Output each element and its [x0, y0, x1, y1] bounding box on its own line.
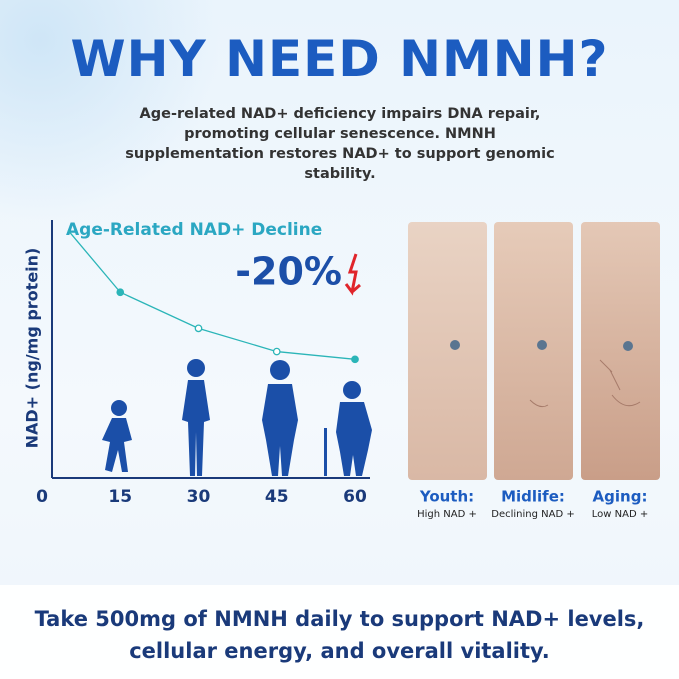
panel-sublabel: Declining NAD +	[491, 509, 574, 520]
panel-label: Aging:	[593, 488, 648, 506]
annotation: -20%	[235, 250, 342, 294]
chart: Age-Related NAD+ Decline -20% NAD+ (ng/m…	[23, 220, 660, 520]
title: WHY NEED NMNH?	[70, 30, 609, 88]
x-tick-label: 30	[187, 487, 211, 507]
panel-sublabel: High NAD +	[417, 509, 477, 520]
x-tick-label: 15	[108, 487, 132, 507]
silhouettes	[102, 359, 372, 476]
panel-label: Midlife:	[501, 488, 565, 506]
x-tick-label: 60	[343, 487, 367, 507]
face-panels	[408, 222, 660, 480]
chart-title: Age-Related NAD+ Decline	[66, 220, 322, 240]
data-point	[351, 355, 359, 364]
panel-label: Youth:	[419, 488, 474, 506]
data-point	[194, 324, 203, 333]
data-point	[272, 347, 281, 356]
x-tick-label: 45	[265, 487, 289, 507]
footer: Take 500mg of NMNH daily to support NAD+…	[0, 585, 679, 679]
x-tick-label: 0	[36, 487, 48, 507]
intro: Age-related NAD+ deficiency impairs DNA …	[125, 106, 555, 182]
arrow-icon	[344, 253, 361, 296]
y-axis-label: NAD+ (ng/mg protein)	[23, 248, 42, 449]
data-point	[116, 288, 125, 297]
footer-text: Take 500mg of NMNH daily to support NAD+…	[34, 607, 645, 663]
panel-sublabel: Low NAD +	[592, 509, 648, 520]
